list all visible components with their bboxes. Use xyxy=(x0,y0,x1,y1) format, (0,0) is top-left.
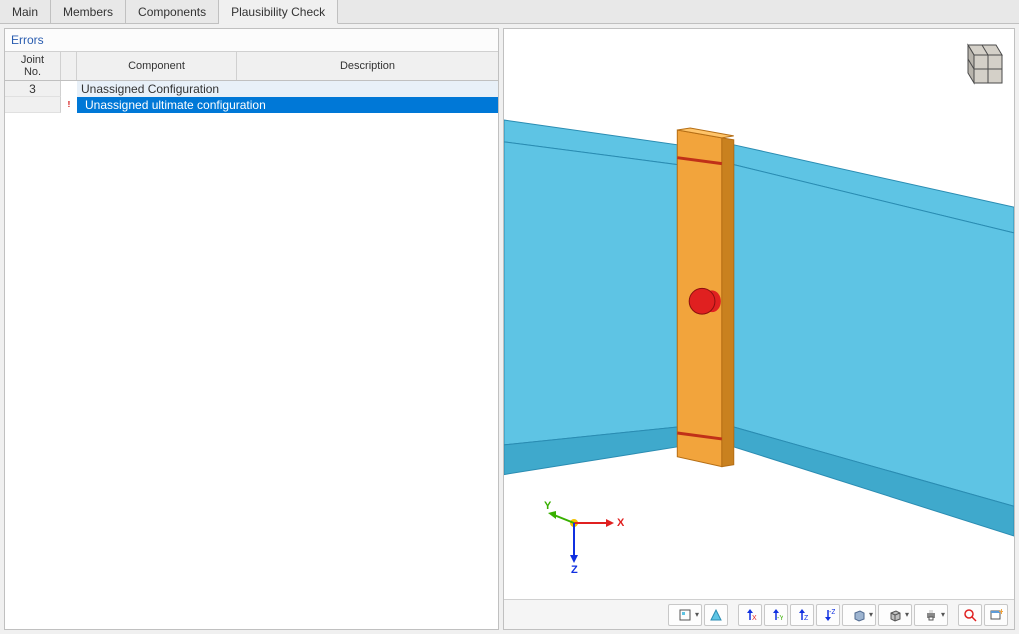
view-x-pos-button[interactable]: X xyxy=(738,604,762,626)
printer-icon xyxy=(924,608,938,622)
content-area: Errors JointNo. Component Description 3 … xyxy=(0,24,1019,634)
coordinate-triad: X Y Z xyxy=(544,493,624,573)
render-icon xyxy=(709,608,723,622)
beam-left xyxy=(504,120,677,475)
view-y-neg-button[interactable]: -Y xyxy=(764,604,788,626)
svg-text:Z: Z xyxy=(804,615,809,622)
cell-text: Unassigned Configuration xyxy=(77,81,498,97)
axis-z-neg-icon: -Z xyxy=(821,608,835,622)
view-iso-button[interactable] xyxy=(842,604,876,626)
tab-components[interactable]: Components xyxy=(126,0,219,23)
viewport-panel: X Y Z X -Y xyxy=(503,28,1015,630)
axis-z-pos-icon: Z xyxy=(795,608,809,622)
cell-icon xyxy=(61,81,77,97)
cell-joint-no xyxy=(5,97,61,113)
svg-text:-Z: -Z xyxy=(829,609,835,616)
table-row[interactable]: ! Unassigned ultimate configuration xyxy=(5,97,498,113)
tab-bar: Main Members Components Plausibility Che… xyxy=(0,0,1019,24)
svg-text:Z: Z xyxy=(571,564,578,573)
tab-main[interactable]: Main xyxy=(0,0,51,23)
render-mode-button[interactable] xyxy=(704,604,728,626)
errors-grid-body: 3 Unassigned Configuration ! Unassigned … xyxy=(5,81,498,629)
window-icon xyxy=(989,608,1003,622)
error-icon: ! xyxy=(68,97,71,113)
cell-icon: ! xyxy=(61,97,77,113)
errors-panel: Errors JointNo. Component Description 3 … xyxy=(4,28,499,630)
iso-icon xyxy=(852,608,866,622)
cell-text: Unassigned ultimate configuration xyxy=(77,97,498,113)
errors-panel-title: Errors xyxy=(5,29,498,52)
viewport-3d[interactable]: X Y Z xyxy=(504,29,1014,629)
svg-text:Y: Y xyxy=(544,500,552,512)
tab-members[interactable]: Members xyxy=(51,0,126,23)
magnify-icon xyxy=(963,608,977,622)
table-row[interactable]: 3 Unassigned Configuration xyxy=(5,81,498,97)
svg-text:X: X xyxy=(752,615,757,622)
print-button[interactable] xyxy=(914,604,948,626)
viewport-toolbar: X -Y Z -Z xyxy=(504,599,1014,629)
axis-x-icon: X xyxy=(743,608,757,622)
settings-button[interactable] xyxy=(668,604,702,626)
new-window-button[interactable] xyxy=(984,604,1008,626)
display-button[interactable] xyxy=(878,604,912,626)
beam-right xyxy=(734,145,1014,536)
zoom-extents-button[interactable] xyxy=(958,604,982,626)
axis-y-icon: -Y xyxy=(769,608,783,622)
svg-text:X: X xyxy=(617,517,624,529)
col-header-joint[interactable]: JointNo. xyxy=(5,52,61,80)
cell-joint-no: 3 xyxy=(5,81,61,97)
col-header-component[interactable]: Component xyxy=(77,52,237,80)
settings-icon xyxy=(678,608,692,622)
view-z-pos-button[interactable]: Z xyxy=(790,604,814,626)
cube-icon xyxy=(888,608,902,622)
col-header-description[interactable]: Description xyxy=(237,52,498,80)
col-header-icon[interactable] xyxy=(61,52,77,80)
bolt xyxy=(689,288,721,314)
errors-grid-header: JointNo. Component Description xyxy=(5,52,498,81)
view-z-neg-button[interactable]: -Z xyxy=(816,604,840,626)
svg-text:-Y: -Y xyxy=(777,615,783,622)
tab-plausibility-check[interactable]: Plausibility Check xyxy=(219,0,338,24)
nav-cube[interactable] xyxy=(956,39,1004,87)
